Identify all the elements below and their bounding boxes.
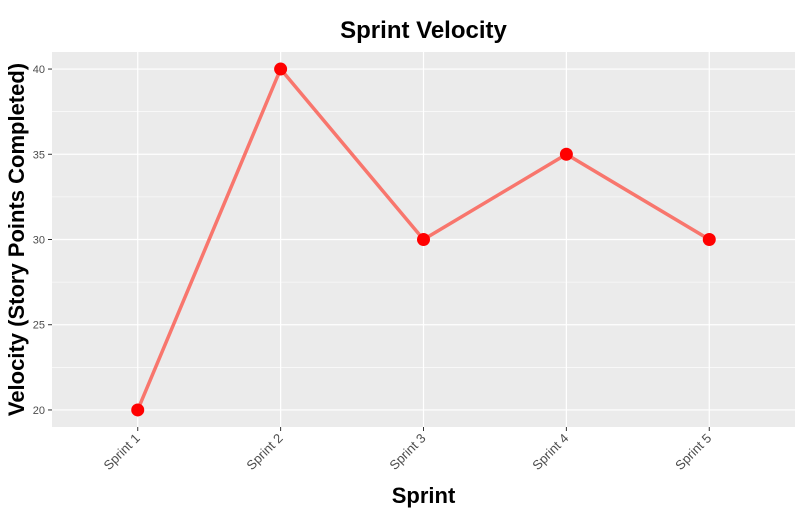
y-tick-label: 25 [33,320,45,332]
x-tick-label: Sprint 2 [243,431,285,473]
y-axis-ticks: 20 25 30 35 40 [33,64,52,417]
chart-title: Sprint Velocity [340,17,507,44]
x-axis-ticks: Sprint 1 Sprint 2 Sprint 3 Sprint 4 Sprint 5 [101,427,714,473]
y-tick-label: 35 [33,149,45,161]
series-layer [131,62,716,417]
data-point [559,147,573,161]
y-axis-title: Velocity (Story Points Completed) [4,63,29,416]
x-tick-label: Sprint 3 [386,431,428,473]
data-point [702,233,716,246]
y-tick-label: 30 [33,235,45,247]
x-tick-label: Sprint 4 [529,431,571,473]
data-point [131,403,145,417]
x-axis-title: Sprint [392,483,456,508]
x-tick-label: Sprint 1 [101,431,143,473]
y-tick-label: 20 [33,405,45,417]
data-point [274,62,288,76]
x-tick-label: Sprint 5 [672,431,714,473]
data-point [417,233,430,246]
y-tick-label: 40 [33,64,45,76]
